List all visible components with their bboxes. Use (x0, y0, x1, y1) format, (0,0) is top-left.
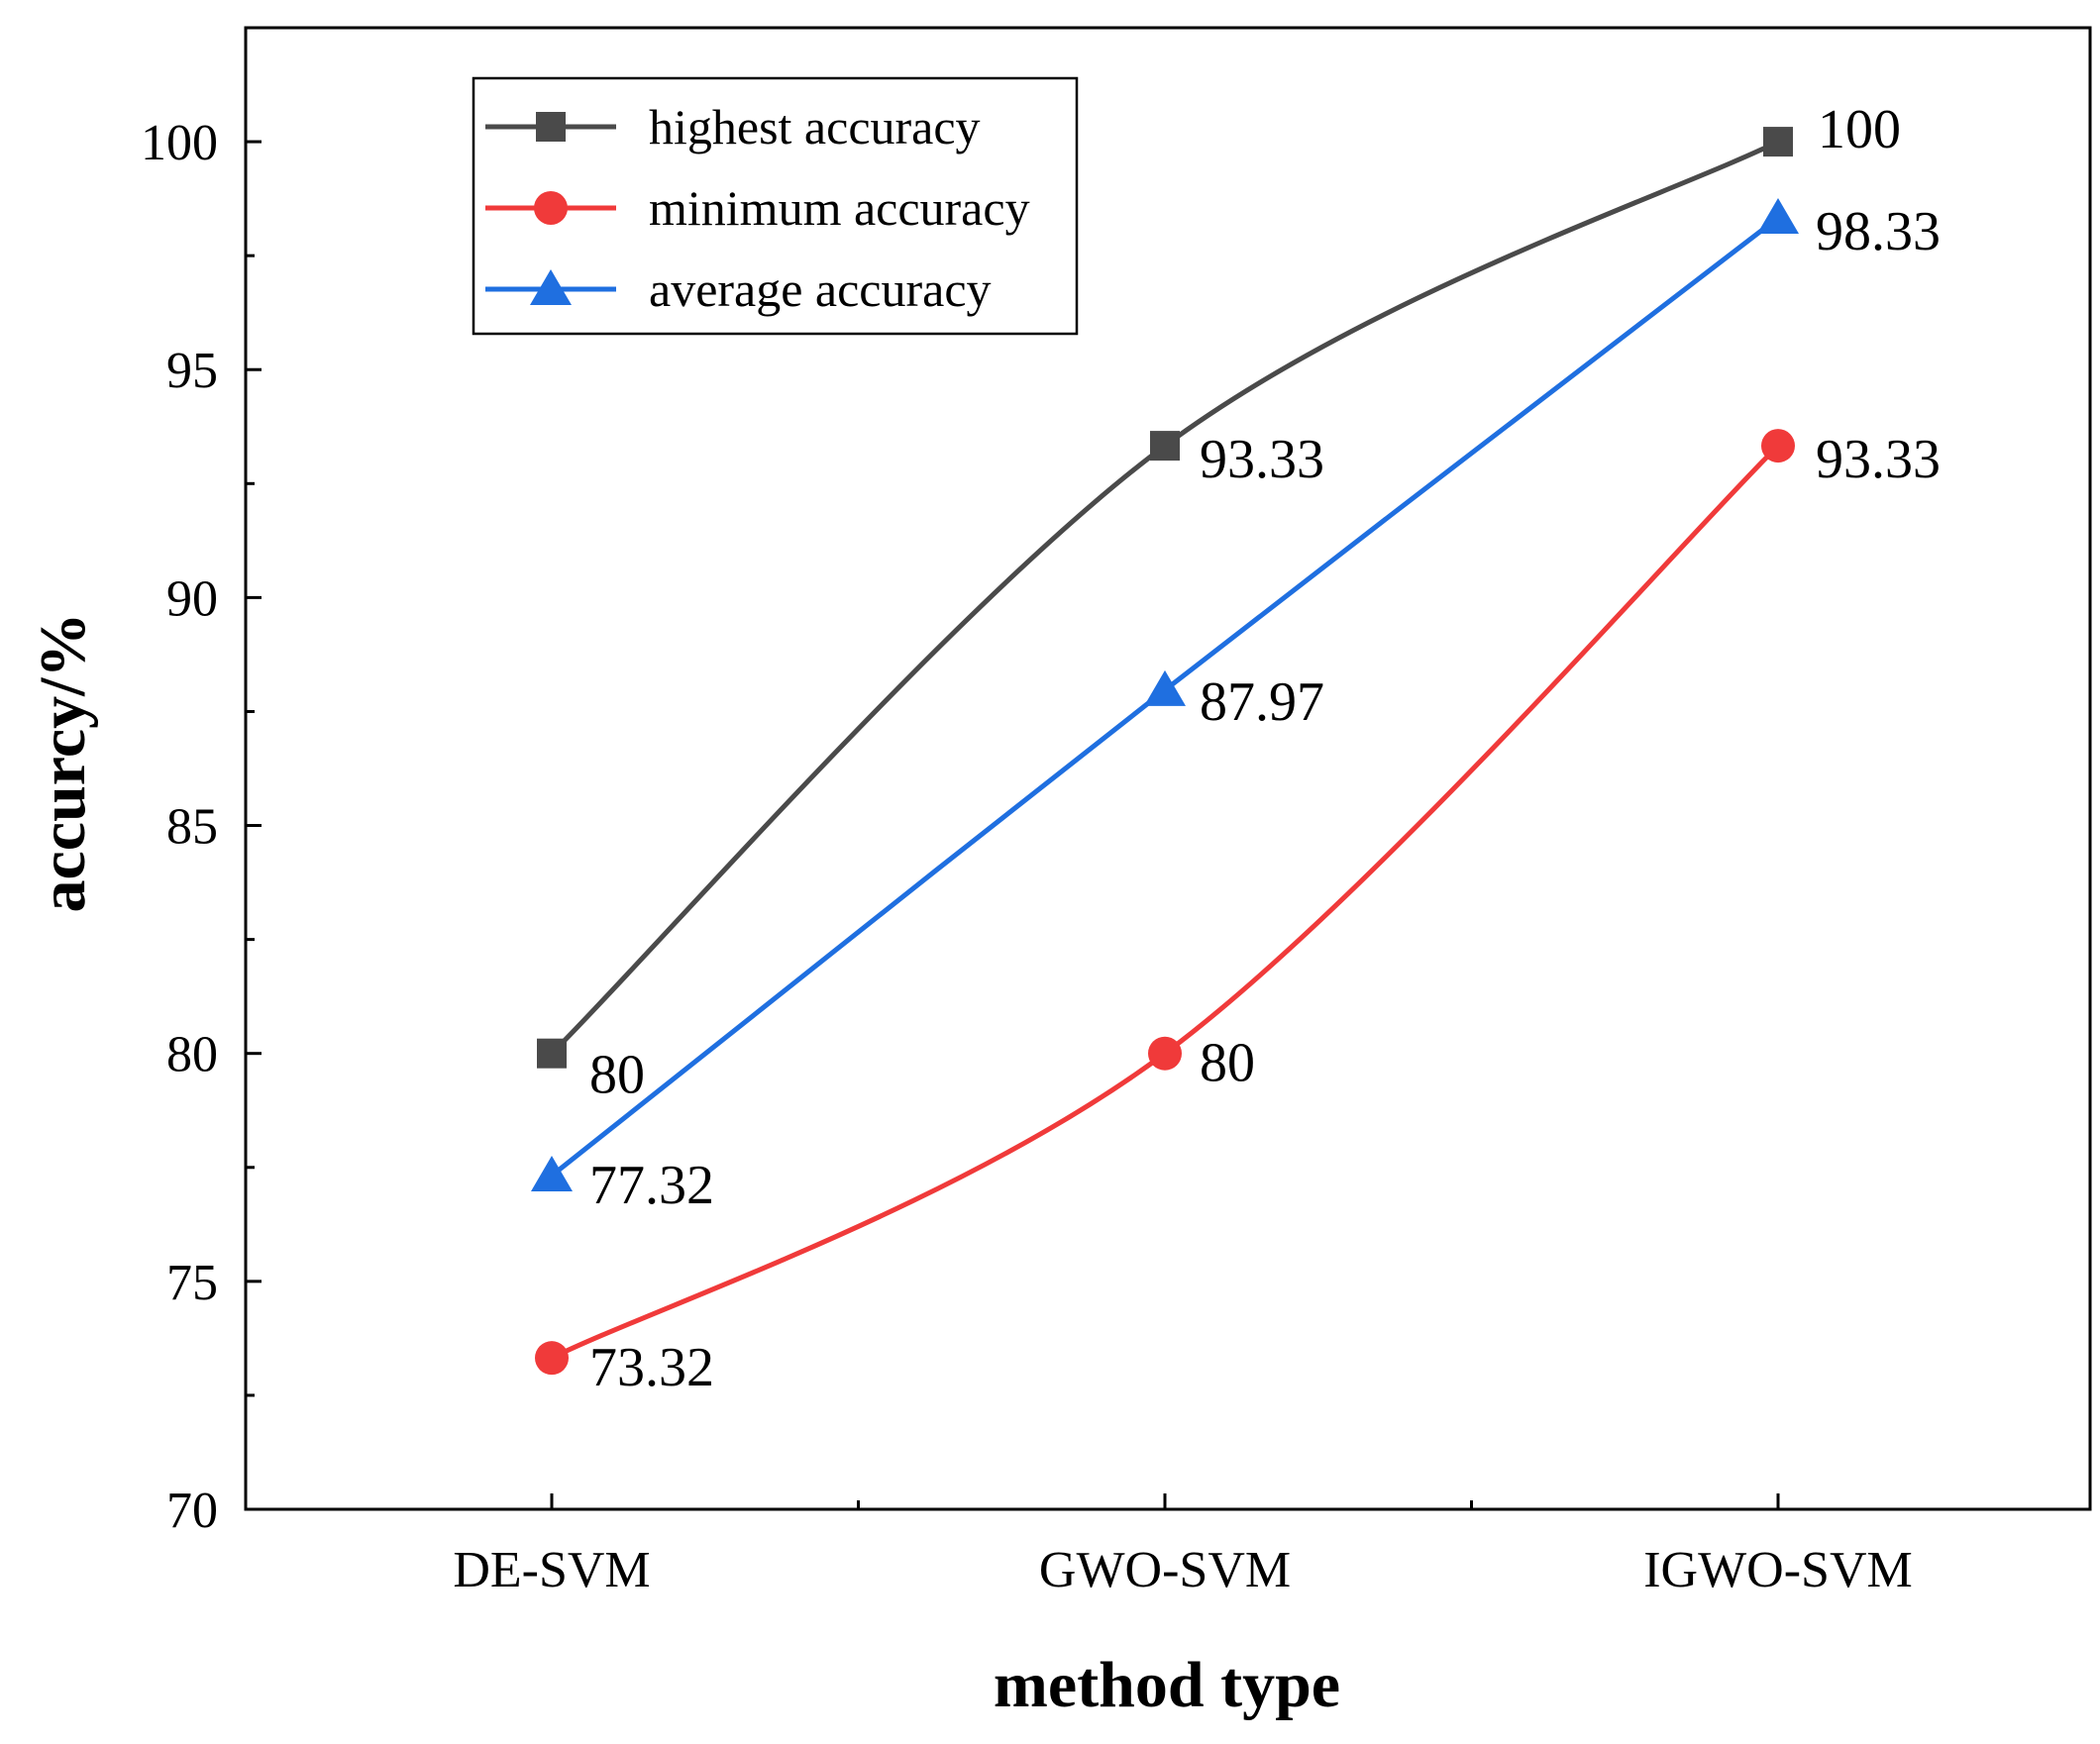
data-label: 80 (589, 1045, 645, 1106)
x-axis-title: method type (994, 1649, 1340, 1721)
legend-label: minimum accuracy (649, 180, 1030, 236)
data-label: 98.33 (1816, 201, 1941, 262)
series-minimum-accuracy (535, 429, 1795, 1376)
plot-frame (244, 26, 2092, 1511)
y-tick-label: 70 (166, 1483, 218, 1539)
legend-marker (530, 269, 572, 305)
legend-entry: highest accuracy (485, 99, 981, 154)
data-labels: 80 93.33 100 73.32 80 93.33 77.32 87.97 98.33 (589, 99, 1941, 1398)
data-point (537, 1038, 567, 1069)
series-highest-accuracy (537, 127, 1793, 1069)
y-tick-label: 75 (166, 1255, 218, 1311)
data-point (1150, 431, 1180, 462)
data-point (1148, 1036, 1182, 1071)
data-label: 93.33 (1200, 429, 1324, 490)
y-tick-label: 80 (166, 1027, 218, 1083)
x-tick-label: DE-SVM (453, 1542, 650, 1598)
x-tick-label: IGWO-SVM (1643, 1542, 1913, 1598)
data-point (535, 1341, 569, 1376)
data-point (1763, 127, 1793, 157)
y-tick-label: 95 (166, 343, 218, 399)
data-label: 80 (1200, 1033, 1255, 1094)
legend-label: average accuracy (649, 261, 992, 317)
y-tick-label: 85 (166, 799, 218, 856)
series-average-accuracy (531, 197, 1799, 1192)
legend-marker (534, 191, 568, 225)
data-point (1757, 197, 1799, 234)
y-tick-label: 90 (166, 570, 218, 627)
y-axis-title: accurcy/% (27, 612, 99, 912)
y-tick-label: 100 (141, 115, 218, 171)
data-label: 77.32 (589, 1155, 714, 1216)
legend: highest accuracy minimum accuracy average … (472, 76, 1079, 336)
data-label: 100 (1818, 99, 1901, 160)
data-label: 73.32 (589, 1337, 714, 1398)
data-label: 87.97 (1200, 671, 1324, 733)
axes: 70 75 80 85 90 95 100 DE-SVM GWO-SVM IGWO-SVM (141, 26, 2092, 1598)
legend-label: highest accuracy (649, 99, 981, 154)
data-point (531, 1156, 573, 1192)
legend-entry: average accuracy (485, 261, 992, 317)
x-tick-label: GWO-SVM (1039, 1542, 1291, 1598)
series-group (531, 127, 1799, 1376)
data-label: 93.33 (1816, 429, 1941, 490)
legend-entry: minimum accuracy (485, 180, 1030, 236)
legend-marker (536, 112, 566, 142)
data-point (1761, 429, 1795, 463)
data-point (1144, 669, 1186, 706)
